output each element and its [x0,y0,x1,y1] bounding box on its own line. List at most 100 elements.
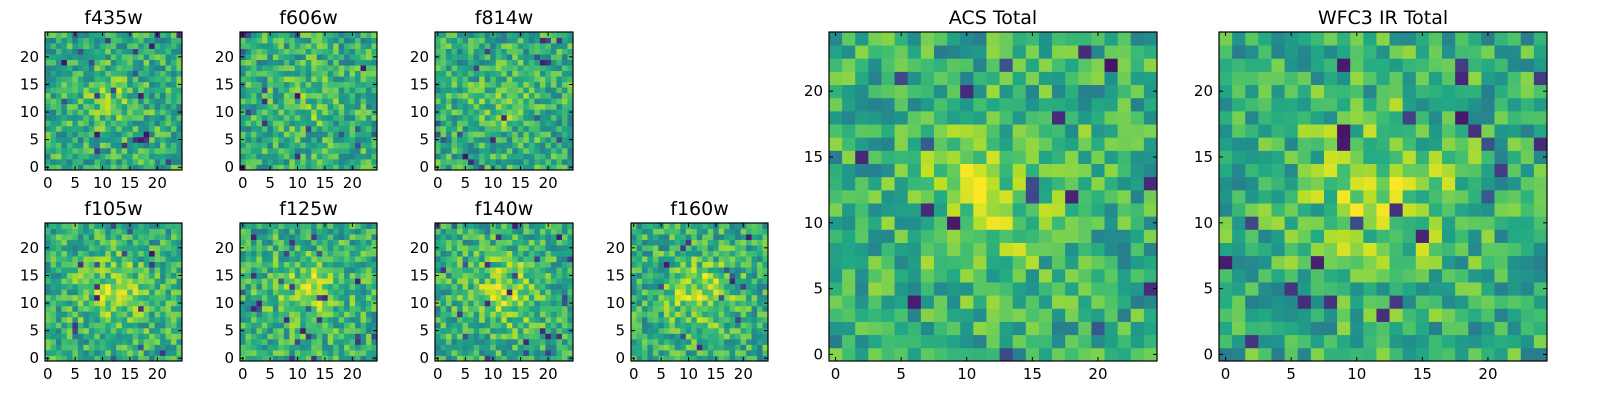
heatmap-cell [316,136,323,143]
heatmap-cell [116,54,123,60]
heatmap-cell [127,283,134,290]
heatmap-cell [435,70,441,77]
heatmap-cell [517,43,524,49]
heatmap-cell [550,223,557,229]
heatmap-cell [947,242,961,257]
heatmap-cell [116,267,123,274]
heatmap-cell [669,322,676,329]
heatmap-cell [66,245,73,251]
heatmap-cell [349,250,356,257]
heatmap-cell [143,98,150,105]
heatmap-cell [165,272,172,279]
heatmap-cell [702,344,709,351]
heatmap-cell [669,344,676,351]
heatmap-cell [366,316,372,323]
heatmap-cell [110,136,117,143]
heatmap-cell [490,103,497,110]
heatmap-cell [261,158,268,165]
heatmap-cell [366,43,372,49]
heatmap-cell [680,250,687,257]
heatmap-cell [127,131,134,138]
heatmap-cell [333,239,340,246]
heatmap-cell [680,305,687,312]
heatmap-cell [171,125,177,132]
heatmap-cell [88,54,95,60]
heatmap-cell [256,250,263,257]
heatmap-cell [311,338,318,345]
heatmap-cell [127,125,134,132]
heatmap-cell [267,37,274,44]
heatmap-cell [545,261,552,268]
heatmap-cell [366,59,372,66]
heatmap-cell [1078,176,1092,191]
heatmap-cell [294,142,301,149]
heatmap-cell [652,278,659,285]
heatmap-cell [696,223,703,229]
heatmap-cell [446,272,452,279]
heatmap-cell [451,278,458,285]
heatmap-cell [300,54,307,60]
heatmap-cell [960,308,974,322]
heatmap-cell [702,283,709,290]
heatmap-cell [512,234,519,240]
heatmap-cell [327,114,334,121]
heatmap-cell [61,245,68,251]
heatmap-cell [647,234,654,240]
heatmap-cell [636,349,643,356]
heatmap-cell [127,294,134,301]
heatmap-cell [762,234,769,240]
heatmap-cell [61,125,68,132]
heatmap-cell [333,234,340,240]
x-tick-label: 20 [148,365,167,383]
heatmap-cell [473,92,480,99]
heatmap-cell [316,333,323,340]
heatmap-cell [440,355,447,362]
heatmap-cell [740,245,747,251]
heatmap-cell [539,37,546,44]
heatmap-cell [355,54,361,60]
heatmap-cell [894,295,909,309]
heatmap-cell [907,308,922,322]
heatmap-cell [674,278,681,285]
heatmap-cell [138,98,145,105]
heatmap-cell [479,120,486,127]
heatmap-cell [512,136,519,143]
heatmap-cell [300,278,307,285]
heatmap-cell [61,234,68,240]
heatmap-cell [484,65,491,72]
heatmap-cell [349,300,356,307]
heatmap-cell [116,158,123,165]
heatmap-cell [338,114,345,121]
heatmap-cell [50,43,57,49]
heatmap-cell [256,311,263,318]
heatmap-cell [278,316,285,323]
heatmap-cell [121,333,128,340]
heatmap-cell [344,147,350,154]
heatmap-cell [176,98,183,105]
heatmap-cell [523,131,530,138]
heatmap-cell [933,242,948,257]
heatmap-cell [468,272,475,279]
heatmap-cell [160,333,166,340]
x-tick-label: 0 [43,365,53,383]
heatmap-cell [446,131,452,138]
heatmap-cell [473,59,480,66]
heatmap-cell [272,153,279,160]
heatmap-cell [94,278,101,285]
heatmap-cell [99,349,106,356]
heatmap-cell [267,59,274,66]
heatmap-cell [534,153,541,160]
heatmap-cell [550,289,557,296]
heatmap-cell [446,147,452,154]
heatmap-cell [66,333,73,340]
heatmap-cell [762,283,769,290]
heatmap-cell [143,87,150,94]
heatmap-cell [349,245,356,251]
heatmap-cell [99,81,106,88]
heatmap-cell [1038,295,1053,309]
heatmap-cell [149,245,155,251]
heatmap-cell [132,316,139,323]
heatmap-cell [512,142,519,149]
heatmap-cell [868,176,882,191]
